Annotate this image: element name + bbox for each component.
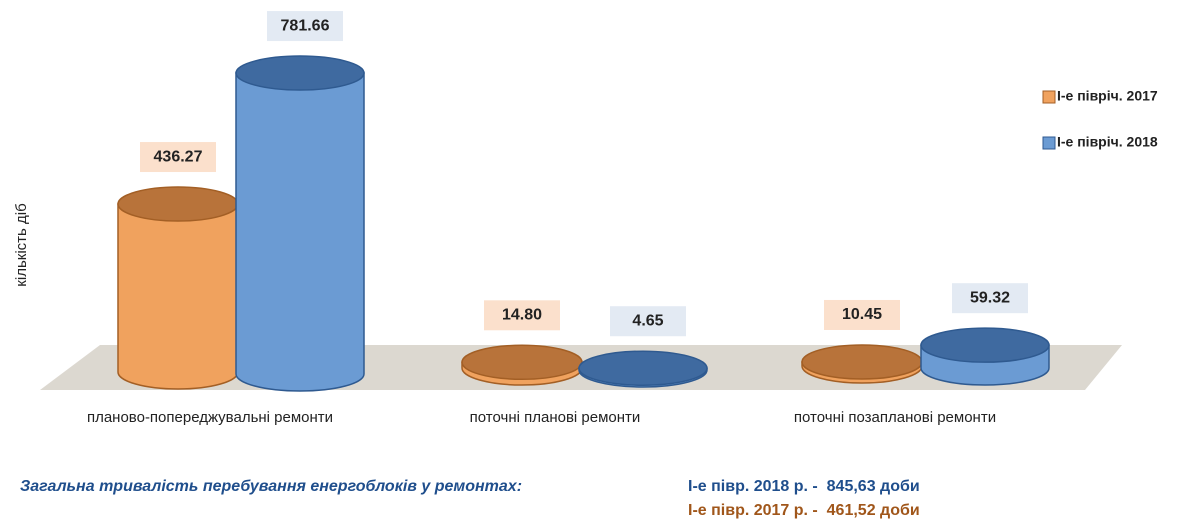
value-label-box <box>610 306 686 337</box>
value-label-box <box>484 300 560 331</box>
cylinder-body <box>117 203 239 390</box>
cylinder-top <box>117 186 239 222</box>
x-tick-label: поточні планові ремонти <box>469 409 641 426</box>
footer-label-text: Загальна тривалість перебування енергобл… <box>20 478 517 495</box>
footer-label: Загальна тривалість перебування енергобл… <box>20 478 523 495</box>
cylinder-top <box>920 327 1050 363</box>
y-axis-label: кількість діб <box>13 203 30 286</box>
value-label: 10.45 <box>842 306 882 323</box>
value-label: 59.32 <box>970 289 1010 306</box>
legend-label: І-е півріч. 2017 <box>1057 88 1158 104</box>
cylinder-top <box>578 350 708 386</box>
cylinder-top <box>801 344 923 380</box>
value-label: 436.27 <box>154 148 203 165</box>
cylinder <box>801 344 923 384</box>
footer-line: І-е півр. 2017 р. - 461,52 доби <box>688 502 920 519</box>
footer-line: І-е півр. 2018 р. - 845,63 доби <box>688 478 920 495</box>
value-label: 14.80 <box>502 307 542 324</box>
legend-swatch <box>1042 136 1056 150</box>
cylinder <box>461 344 583 386</box>
value-label-box <box>824 299 900 330</box>
x-tick-label: планово-попереджувальні ремонти <box>86 409 334 426</box>
value-label-box <box>952 283 1028 314</box>
cylinder-top <box>461 344 583 381</box>
x-tick-label: поточні позапланові ремонти <box>793 409 997 426</box>
value-label-box <box>267 11 343 42</box>
value-label: 781.66 <box>281 17 330 34</box>
value-label: 4.65 <box>632 312 663 329</box>
cylinder <box>235 55 365 392</box>
legend-swatch <box>1042 90 1056 104</box>
value-label-box <box>140 142 216 173</box>
legend-label: І-е півріч. 2018 <box>1057 134 1158 150</box>
cylinder <box>578 350 708 388</box>
cylinder <box>117 186 239 390</box>
cylinder-top <box>235 55 365 91</box>
cylinder-body <box>235 72 365 392</box>
cylinder <box>920 327 1050 386</box>
